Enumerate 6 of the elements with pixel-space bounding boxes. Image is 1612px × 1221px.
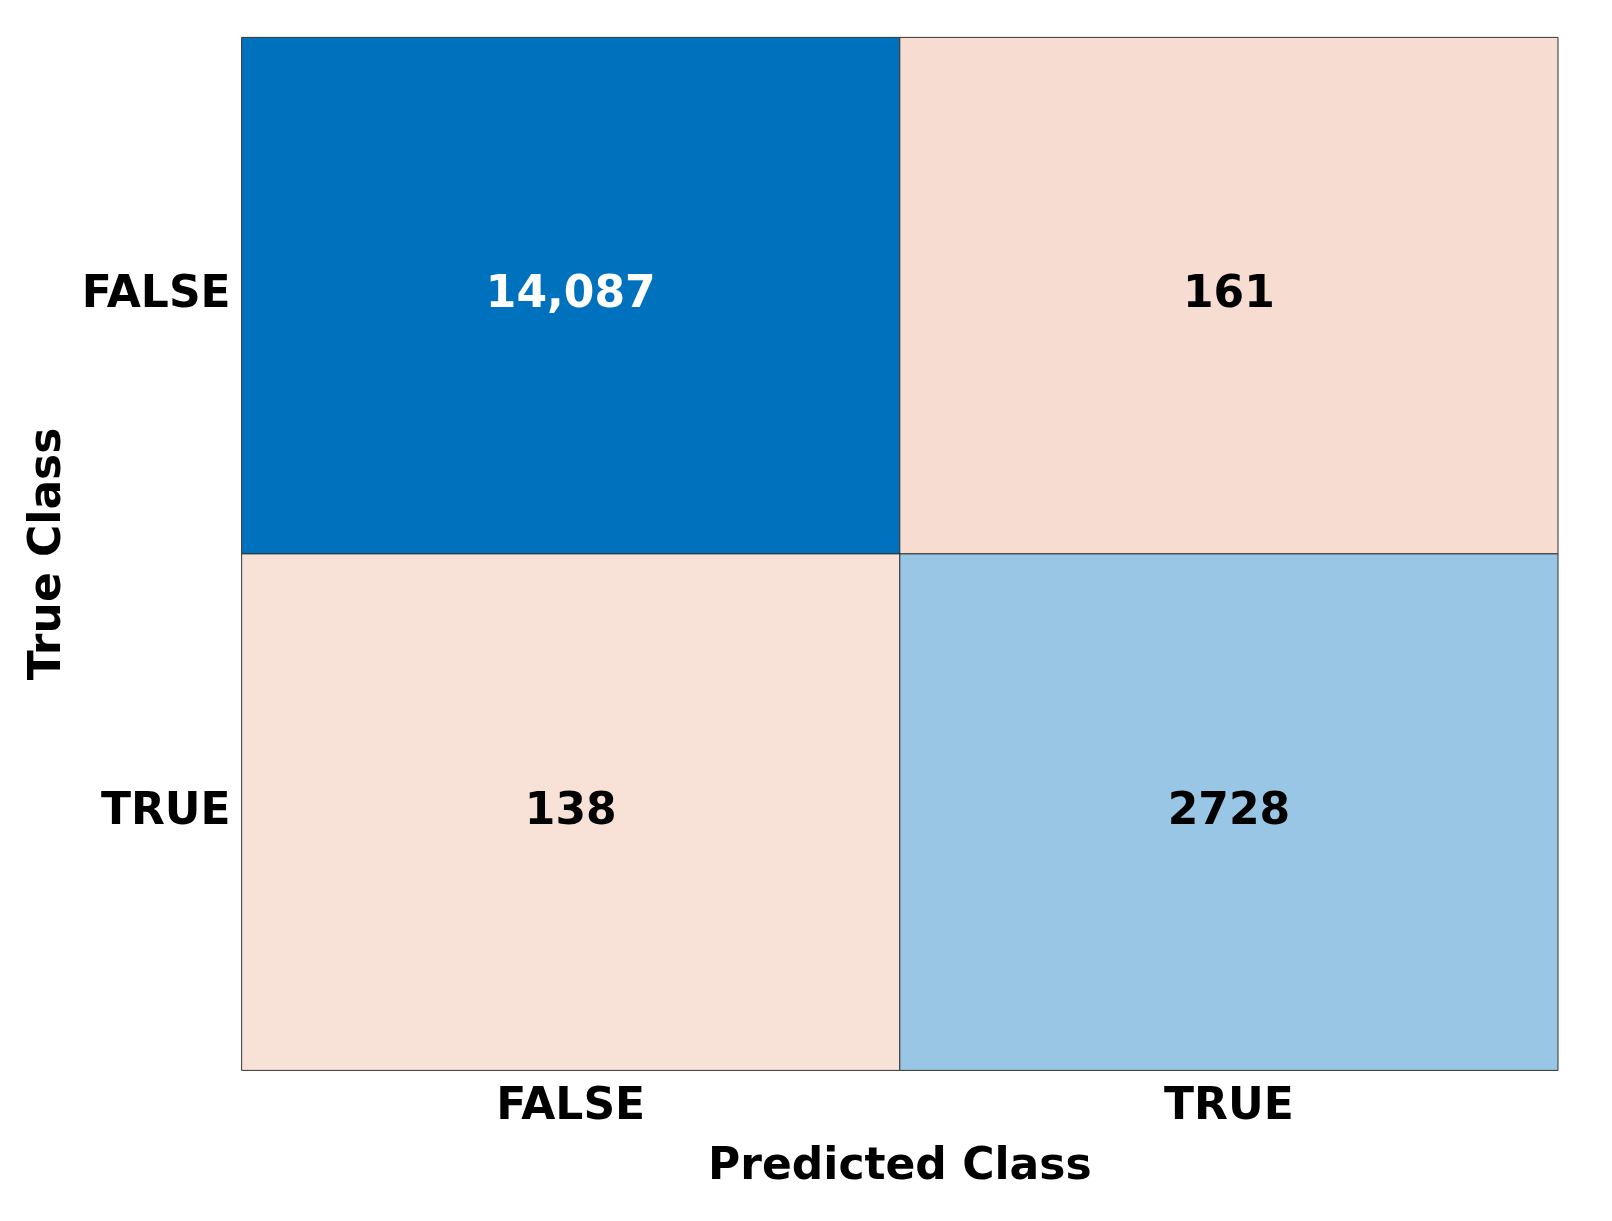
x-axis-title: Predicted Class bbox=[708, 1138, 1092, 1190]
y-axis-title: True Class bbox=[18, 427, 70, 681]
data-label: 161 bbox=[1182, 266, 1275, 318]
data-label: 14,087 bbox=[485, 266, 656, 318]
data-label: 138 bbox=[524, 782, 617, 834]
data-label: 2728 bbox=[1167, 782, 1291, 834]
